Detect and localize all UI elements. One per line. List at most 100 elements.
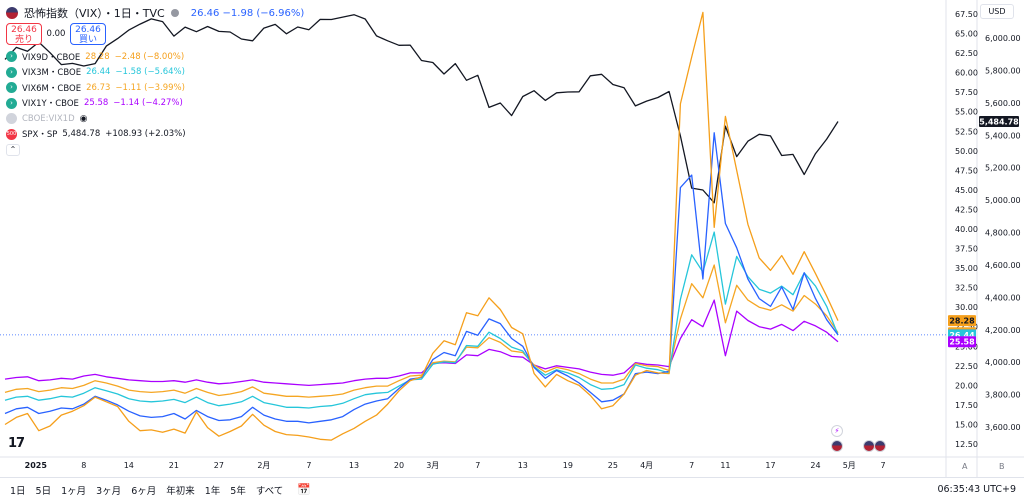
y-right-tick-label: 3,600.00 [985,423,1021,432]
y-left-tick-label: 62.50 [955,49,978,58]
range-5d[interactable]: 5日 [35,485,52,497]
legend-item-vix1y[interactable]: › VIX1Y・CBOE 25.58 −1.14 (−4.27%) [6,96,186,112]
series-line-spx [4,14,839,204]
x-tick-label: 2025 [25,461,48,470]
x-tick-label: 20 [394,461,404,470]
series-icon: › [6,51,17,63]
x-tick-label: 21 [169,461,179,470]
y-right-tick-label: 5,400.00 [985,131,1021,140]
price-tag-label: 26.44 [949,331,975,340]
currency-button[interactable]: USD [980,4,1014,19]
y-right-tick-label: 4,200.00 [985,326,1021,335]
y-right-tick-label: 4,800.00 [985,229,1021,238]
x-tick-label: 5月 [843,461,856,470]
sell-price: 26.46 [11,25,37,35]
buy-price: 26.46 [75,25,101,35]
range-ytd[interactable]: 年初来 [166,485,195,497]
buy-button[interactable]: 26.46 買い [70,23,106,45]
y-right-tick-label: 3,800.00 [985,391,1021,400]
sell-label: 売り [14,35,33,45]
legend-value: 28.28 [85,51,110,62]
y-left-tick-label: 45.00 [955,186,978,195]
range-5y[interactable]: 5年 [230,485,246,497]
legend-change: −2.48 (−8.00%) [114,51,185,62]
series-line-vix6m [4,264,839,398]
y-left-tick-label: 52.50 [955,127,978,136]
us-flag-icon [6,7,18,19]
x-tick-label: 7 [306,461,311,470]
symbol-title[interactable]: 恐怖指数（VIX）・1日・TVC [24,7,165,20]
tradingview-logo-icon[interactable]: 17 [8,436,25,451]
y-left-tick-label: 67.50 [955,10,978,19]
y-right-tick-label: 5,600.00 [985,99,1021,108]
x-tick-label: 11 [720,461,730,470]
series-line-vix3m [4,231,839,409]
legend-item-vix3m[interactable]: › VIX3M・CBOE 26.44 −1.58 (−5.64%) [6,65,186,81]
y-left-tick-label: 60.00 [955,69,978,78]
y-right-tick-label: 4,000.00 [985,358,1021,367]
x-tick-label: 13 [518,461,528,470]
y-right-tick-label: 4,400.00 [985,293,1021,302]
y-left-tick-label: 35.00 [955,264,978,273]
series-legend: › VIX9D・CBOE 28.28 −2.48 (−8.00%) › VIX3… [6,49,186,156]
clock-time: 06:35:43 UTC+9 [937,484,1016,495]
chart-header: 恐怖指数（VIX）・1日・TVC 26.46 −1.98 (−6.96%) [6,5,304,21]
range-3m[interactable]: 3ヶ月 [96,485,122,497]
y-left-tick-label: 47.50 [955,166,978,175]
range-1y[interactable]: 1年 [204,485,221,497]
x-tick-label: 25 [608,461,618,470]
x-tick-label: 14 [124,461,134,470]
sell-button[interactable]: 26.46 売り [6,23,42,45]
range-all[interactable]: すべて [255,485,284,497]
series-icon [6,113,17,125]
x-tick-label: 17 [765,461,775,470]
price-tag [948,315,976,327]
calendar-range-icon[interactable]: 📅 [297,483,312,496]
x-tick-label: 8 [81,461,86,470]
y-right-tick-label: 5,000.00 [985,196,1021,205]
y-right-tick-label: 4,600.00 [985,261,1021,270]
legend-name: VIX1Y・CBOE [22,99,79,110]
x-tick-label: 24 [810,461,820,470]
y-right-tick-label: 5,200.00 [985,164,1021,173]
legend-name: SPX・SP [22,130,58,141]
series-line-vix9d [4,11,839,441]
spread-value: 0.00 [46,29,66,39]
bottom-toolbar: 1日 5日 1ヶ月 3ヶ月 6ヶ月 年初来 1年 5年 すべて 📅 06:35:… [0,477,1024,501]
legend-change: −1.11 (−3.99%) [115,82,185,93]
series-line-vix1y [4,299,839,387]
auto-scale-button[interactable]: A [962,462,968,471]
x-tick-label: 7 [880,461,885,470]
x-tick-label: 7 [475,461,480,470]
series-icon: 500 [6,128,17,140]
legend-collapse-button[interactable]: ⌃ [6,144,20,156]
x-tick-label: 2月 [257,461,270,470]
y-left-tick-label: 32.50 [955,284,978,293]
range-1m[interactable]: 1ヶ月 [61,485,87,497]
x-tick-label: 4月 [640,461,653,470]
log-scale-button[interactable]: B [999,462,1005,471]
legend-item-vix6m[interactable]: › VIX6M・CBOE 26.73 −1.11 (−3.99%) [6,80,186,96]
series-line-vix [4,132,839,424]
y-left-tick-label: 50.00 [955,147,978,156]
legend-item-vix1d[interactable]: CBOE:VIX1D ◉ [6,111,186,127]
price-tag [979,116,1019,128]
x-tick-label: 7 [689,461,694,470]
chart-canvas[interactable]: 67.50 65.00 62.50 60.00 57.50 55.00 52.50 50.00… [0,0,1024,477]
event-lightning-icon[interactable]: ⚡ [831,425,843,437]
legend-name: CBOE:VIX1D [22,113,75,124]
range-6m[interactable]: 6ヶ月 [131,485,157,497]
legend-item-spx[interactable]: 500 SPX・SP 5,484.78 +108.93 (+2.03%) [6,127,186,143]
eye-icon[interactable]: ◉ [79,113,88,124]
y-left-tick-label: 57.50 [955,88,978,97]
market-status-icon [170,9,179,17]
event-us-flag-icon[interactable] [874,440,886,452]
x-tick-label: 13 [349,461,359,470]
range-1d[interactable]: 1日 [10,485,26,497]
y-left-tick-label: 37.50 [955,245,978,254]
event-us-flag-icon[interactable] [831,440,843,452]
y-left-tick-label: 65.00 [955,30,978,39]
y-right-tick-label: 5,800.00 [985,66,1021,75]
legend-item-vix9d[interactable]: › VIX9D・CBOE 28.28 −2.48 (−8.00%) [6,49,186,65]
price-tag-label: 28.28 [949,317,975,326]
